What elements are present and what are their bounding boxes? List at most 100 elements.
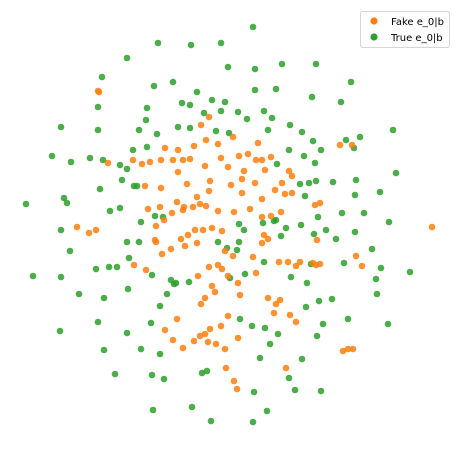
point-fake: [311, 201, 319, 209]
point-true: [125, 254, 133, 262]
point-fake: [316, 260, 324, 268]
point-true: [351, 228, 359, 236]
point-fake: [238, 175, 246, 183]
point-true: [376, 188, 384, 196]
point-fake: [316, 199, 324, 207]
point-fake: [281, 190, 289, 198]
point-true: [311, 159, 319, 167]
point-fake: [156, 203, 164, 211]
legend-label-true: True e_0|b: [390, 33, 443, 44]
point-fake: [141, 182, 149, 190]
point-true: [116, 204, 124, 212]
point-true: [148, 271, 156, 279]
point-fake: [196, 332, 204, 340]
point-fake: [244, 150, 252, 158]
point-fake: [190, 142, 198, 150]
point-fake: [205, 113, 213, 121]
point-true: [96, 185, 104, 193]
point-true: [160, 375, 168, 383]
point-fake: [238, 189, 246, 197]
point-true: [207, 417, 215, 425]
point-true: [347, 78, 355, 86]
point-fake: [181, 242, 189, 250]
point-fake: [173, 315, 181, 323]
point-true: [105, 263, 113, 271]
point-fake: [201, 162, 209, 170]
point-true: [129, 146, 137, 154]
point-true: [309, 137, 317, 145]
point-true: [286, 121, 294, 129]
point-fake: [168, 209, 176, 217]
point-true: [240, 226, 248, 234]
point-fake: [179, 344, 187, 352]
point-true: [315, 297, 323, 305]
point-fake: [267, 212, 275, 220]
point-fake: [201, 330, 209, 338]
point-fake: [270, 309, 278, 317]
point-fake: [277, 208, 285, 216]
point-fake: [236, 291, 244, 299]
point-fake: [152, 222, 160, 230]
point-true: [198, 369, 206, 377]
point-true: [249, 418, 257, 426]
point-true: [317, 387, 325, 395]
point-true: [260, 107, 268, 115]
point-true: [57, 226, 65, 234]
point-true: [135, 126, 143, 134]
point-true: [124, 285, 132, 293]
point-fake: [158, 250, 166, 258]
point-fake: [189, 203, 197, 211]
point-fake: [151, 236, 159, 244]
point-true: [148, 371, 156, 379]
point-true: [356, 133, 364, 141]
point-fake: [224, 163, 232, 171]
point-fake: [202, 136, 210, 144]
point-true: [111, 370, 119, 378]
point-fake: [179, 156, 187, 164]
point-true: [217, 107, 225, 115]
point-true: [186, 124, 194, 132]
point-true: [116, 161, 124, 169]
point-fake: [288, 189, 296, 197]
point-true: [123, 165, 131, 173]
point-true: [272, 216, 280, 224]
point-fake: [193, 193, 201, 201]
point-true: [234, 108, 242, 116]
point-true: [169, 78, 177, 86]
point-true: [188, 403, 196, 411]
point-true: [224, 63, 232, 71]
point-fake: [73, 223, 81, 231]
point-true: [332, 235, 340, 243]
point-true: [186, 101, 194, 109]
point-true: [94, 126, 102, 134]
point-fake: [214, 207, 222, 215]
point-true: [296, 180, 304, 188]
point-fake: [344, 345, 352, 353]
point-fake: [229, 252, 237, 260]
point-true: [384, 320, 392, 328]
point-true: [99, 156, 107, 164]
point-fake: [284, 258, 292, 266]
point-true: [66, 247, 74, 255]
point-fake: [95, 88, 103, 96]
point-true: [57, 123, 65, 131]
point-true: [172, 279, 180, 287]
point-fake: [142, 266, 150, 274]
point-fake: [352, 252, 360, 260]
point-true: [312, 60, 320, 68]
legend: Fake e_0|b True e_0|b: [360, 11, 450, 48]
point-fake: [233, 385, 241, 393]
point-fake: [169, 336, 177, 344]
point-true: [352, 176, 360, 184]
point-fake: [129, 156, 137, 164]
point-fake: [157, 184, 165, 192]
point-true: [156, 302, 164, 310]
point-fake: [177, 235, 185, 243]
point-true: [266, 340, 274, 348]
point-fake: [146, 158, 154, 166]
point-fake: [271, 186, 279, 194]
point-true: [300, 152, 308, 160]
point-fake: [218, 227, 226, 235]
point-true: [344, 315, 352, 323]
point-fake: [224, 272, 232, 280]
